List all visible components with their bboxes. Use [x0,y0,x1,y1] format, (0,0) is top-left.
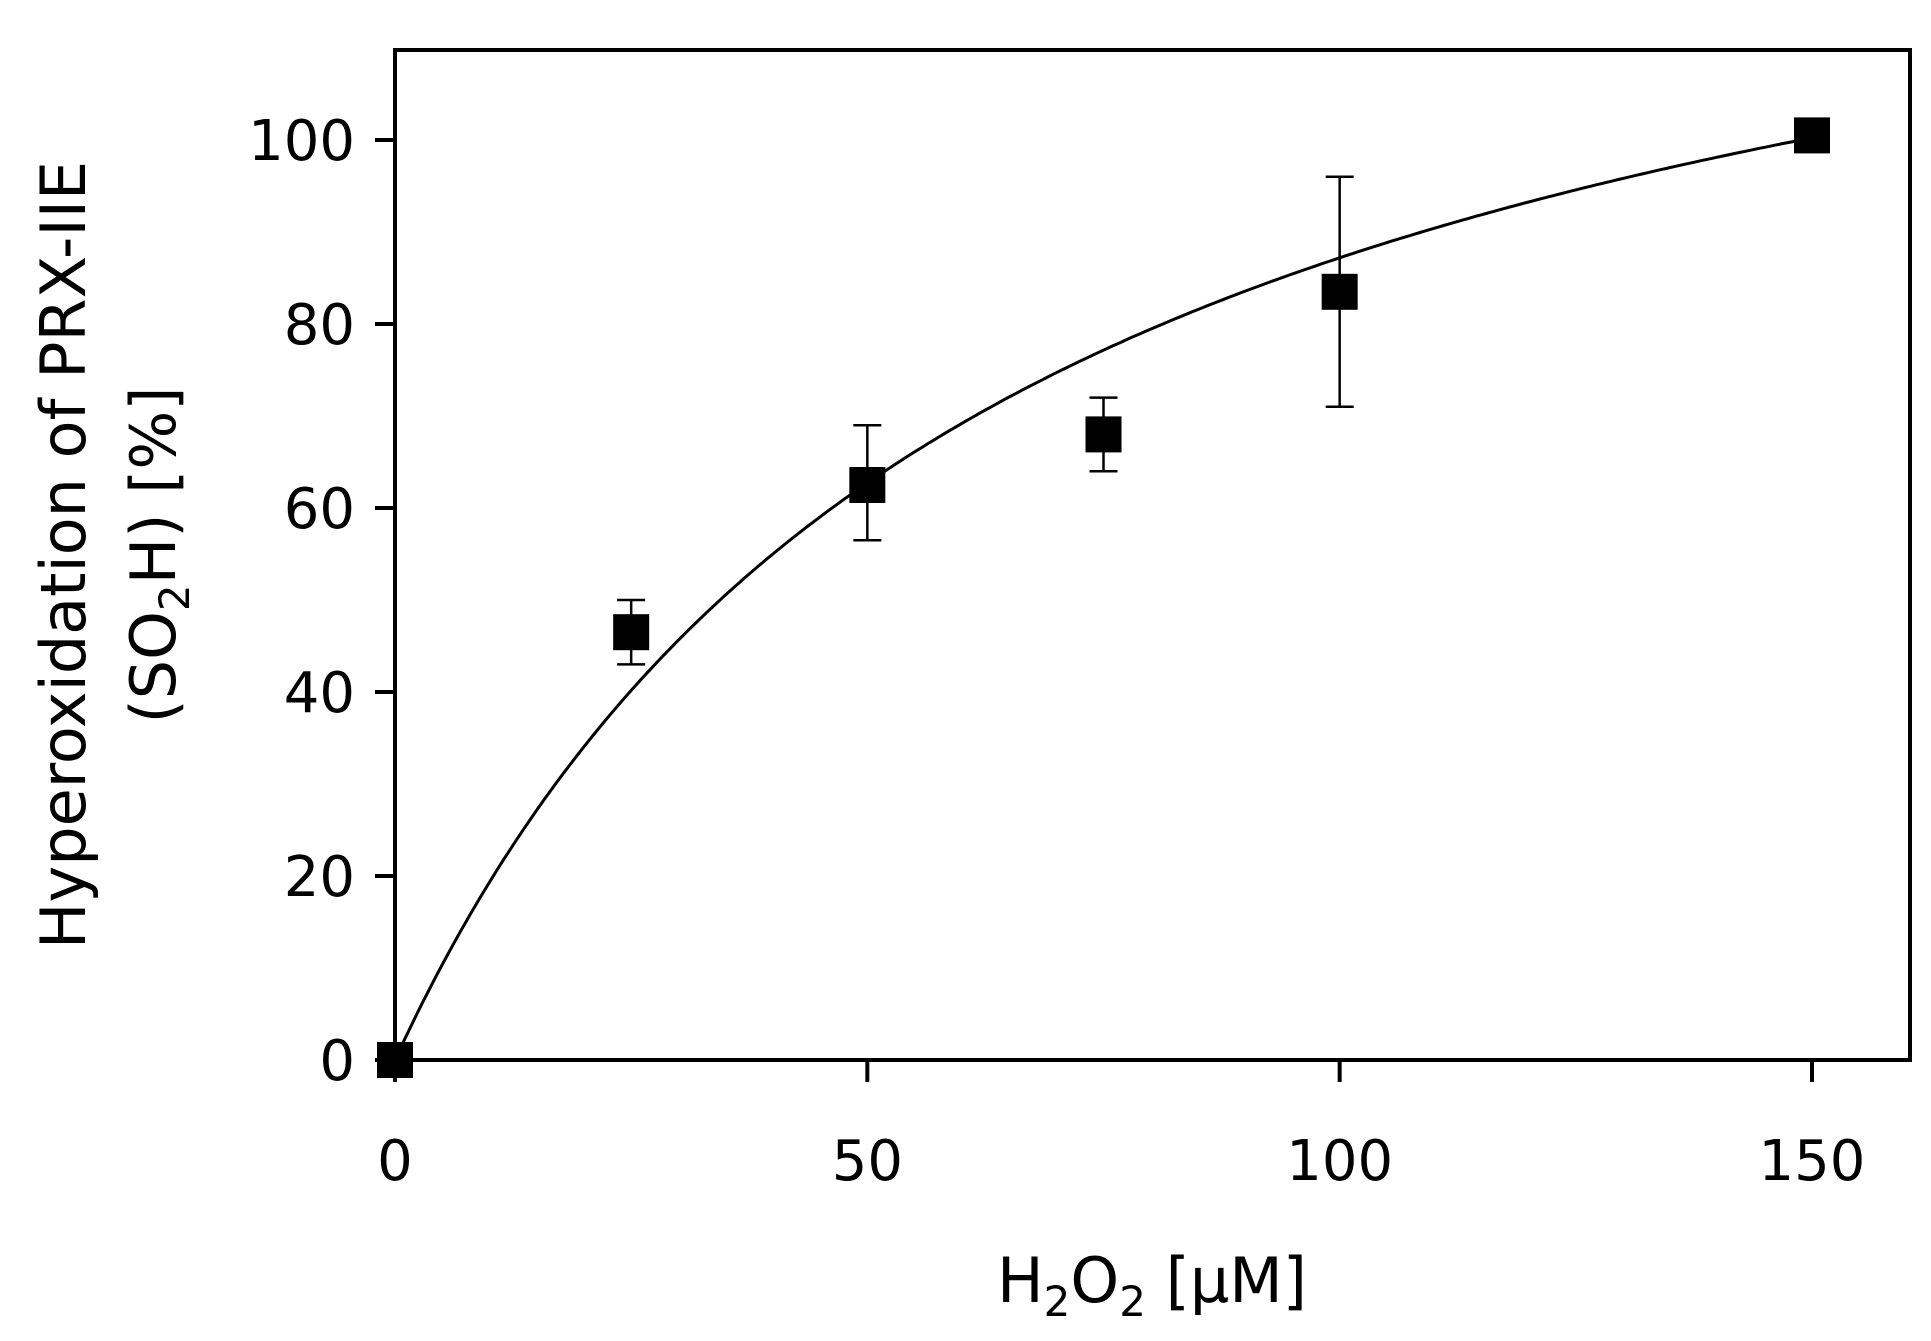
data-point [1321,273,1358,310]
fit-curve [393,136,1813,1061]
data-point [1794,117,1830,154]
plot-frame [393,48,1912,1062]
y-tick-label: 0 [319,1029,355,1094]
x-tick-label: 0 [377,1129,413,1194]
x-axis-ticks: 0 50 100 150 [377,1060,1865,1194]
y-axis-title: Hyperoxidation of PRX-IIE (SO2H) [%] [27,161,199,949]
data-point [377,1042,413,1078]
data-point [849,467,886,503]
data-point [1085,416,1122,453]
x-axis-title: H2O2 [µM] [997,1244,1307,1326]
y-tick-label: 60 [284,477,355,542]
x-tick-label: 50 [832,1129,903,1194]
y-axis-title-line1: Hyperoxidation of PRX-IIE [27,161,100,949]
y-tick-label: 20 [284,845,355,910]
y-tick-label: 100 [248,109,355,174]
data-points [377,117,1830,1078]
x-tick-label: 100 [1286,1129,1393,1194]
y-tick-label: 40 [284,661,355,726]
data-point [613,614,650,651]
y-axis-ticks: 0 20 40 60 80 100 [248,109,395,1094]
x-tick-label: 150 [1759,1129,1866,1194]
y-tick-label: 80 [284,293,355,358]
y-axis-title-line2: (SO2H) [%] [117,387,199,724]
